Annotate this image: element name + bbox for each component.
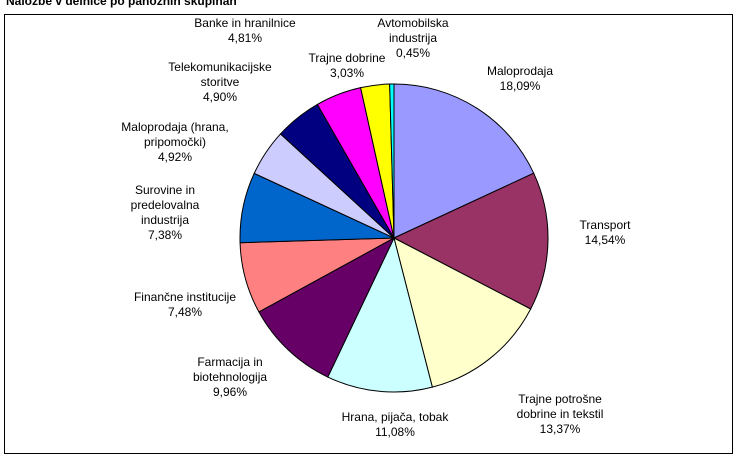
category-label: Transport [579,218,631,232]
pie-slice [258,236,396,378]
pie-slice [327,236,433,393]
value-label: 13,37% [539,422,581,436]
slice-label: Trajne dobrine 3,03% [297,51,397,81]
value-label: 7,38% [147,228,183,242]
category-label: Telekomunikacijske storitve [168,60,272,89]
slice-label: Surovine in predelovalna industrija 7,38% [115,183,215,243]
slice-label: Maloprodaja (hrana, pripomočki) 4,92% [110,120,240,165]
category-label: Banke in hranilnice [194,16,296,30]
chart-title: Naložbe v delnice po panožnih skupinah [6,0,237,8]
pie-slice [389,83,395,239]
slice-label: Banke in hranilnice 4,81% [170,16,320,46]
slice-label: Hrana, pijača, tobak 11,08% [315,410,475,440]
value-label: 4,81% [227,31,263,45]
slice-label: Farmacija in biotehnologija 9,96% [183,355,278,400]
slice-label: Avtomobilska industrija 0,45% [368,16,458,61]
pie-slice [393,237,532,388]
value-label: 14,54% [584,233,626,247]
category-label: Avtomobilska industrija [377,16,449,45]
category-label: Trajne potrošne dobrine in tekstil [516,392,604,421]
category-label: Maloprodaja [486,64,554,78]
chart-frame [4,14,733,454]
category-label: Surovine in predelovalna industrija [130,183,200,227]
value-label: 18,09% [499,79,541,93]
category-label: Hrana, pijača, tobak [341,410,449,424]
value-label: 3,03% [329,66,365,80]
value-label: 4,92% [157,150,193,164]
category-label: Finančne institucije [133,290,237,304]
value-label: 4,90% [202,90,238,104]
value-label: 9,96% [212,385,248,399]
pie-slice [392,172,549,310]
slice-label: Telekomunikacijske storitve 4,90% [155,60,285,105]
category-label: Trajne dobrine [308,51,386,65]
slice-label: Trajne potrošne dobrine in tekstil 13,37% [503,392,618,437]
pie-slice [393,83,535,239]
slice-label: Maloprodaja 18,09% [460,64,580,94]
slice-label: Finančne institucije 7,48% [105,290,265,320]
value-label: 0,45% [395,46,431,60]
category-label: Farmacija in biotehnologija [192,355,268,384]
slice-label: Transport 14,54% [555,218,655,248]
category-label: Maloprodaja (hrana, pripomočki) [121,120,229,149]
value-label: 7,48% [167,305,203,319]
value-label: 11,08% [375,425,415,439]
